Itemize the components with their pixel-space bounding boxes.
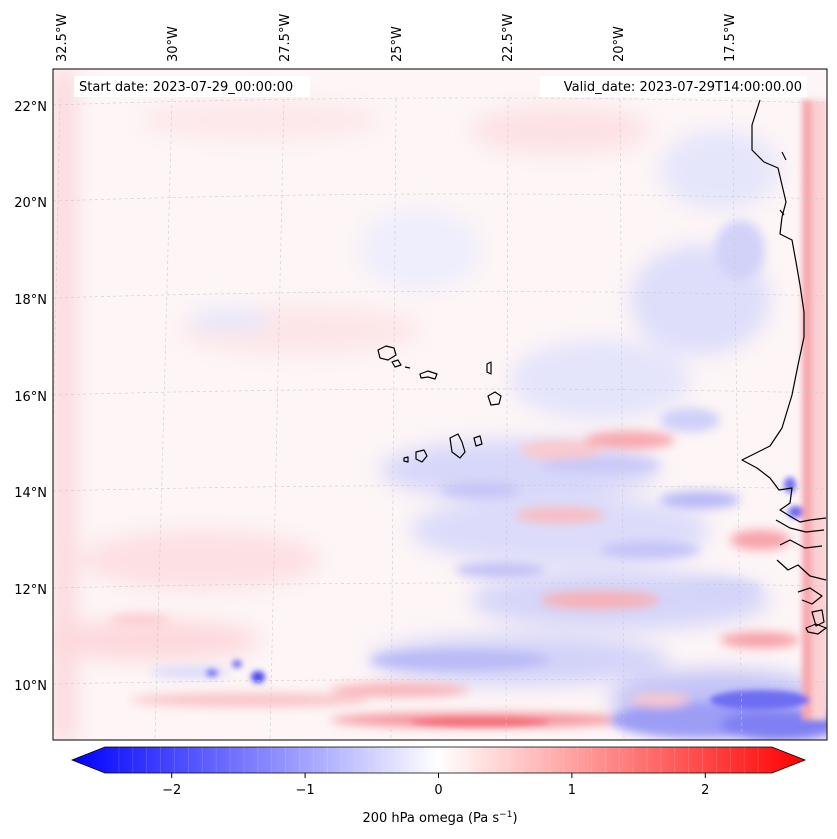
island-sao-nicolau: [419, 370, 438, 380]
latitude-labels: 22°N 20°N 18°N 16°N 14°N 12°N 10°N: [14, 100, 47, 694]
colorbar-ticks: −2 −1 0 1 2: [162, 773, 709, 798]
lat-label: 14°N: [14, 486, 47, 501]
lat-label: 22°N: [14, 100, 47, 115]
lon-label: 27.5°W: [278, 14, 293, 62]
island-santo-antao: [377, 345, 397, 361]
lon-label: 22.5°W: [501, 14, 516, 62]
colorbar-tick-label: −2: [162, 783, 181, 798]
coastlines: [377, 99, 827, 635]
colorbar-title-exponent: −1: [499, 810, 512, 820]
lat-label: 10°N: [14, 679, 47, 694]
colorbar-body: [70, 746, 807, 774]
lat-label: 12°N: [14, 583, 47, 598]
africa-coastline: [741, 99, 827, 523]
island-santiago: [449, 433, 466, 459]
island-brava: [403, 456, 409, 463]
island-maio: [473, 435, 483, 447]
map-frame: [52, 68, 828, 741]
start-date-label: Start date: 2023-07-29_00:00:00: [79, 80, 293, 95]
colorbar-tick-label: 0: [434, 783, 442, 798]
lon-label: 30°W: [166, 26, 181, 62]
colorbar-tick-label: 2: [701, 783, 709, 798]
colorbar-bands: [118, 747, 759, 773]
island-sal: [486, 361, 492, 375]
colorbar-tick-label: −1: [296, 783, 315, 798]
colorbar: −2 −1 0 1 2 200 hPa omega (Pa s−1): [70, 746, 807, 826]
lon-label: 32.5°W: [55, 14, 70, 62]
colorbar-title-main: 200 hPa omega (Pa s: [362, 811, 499, 826]
lat-label: 18°N: [14, 293, 47, 308]
longitude-labels: 32.5°W 30°W 27.5°W 25°W 22.5°W 20°W 17.5…: [55, 14, 738, 62]
lon-label: 17.5°W: [723, 14, 738, 62]
start-date-box: [74, 76, 310, 97]
colorbar-title-close: ): [512, 811, 517, 826]
colorbar-tick-label: 1: [568, 783, 576, 798]
lat-label: 20°N: [14, 196, 47, 211]
omega-field: Start date: 2023-07-29_00:00:00 Valid_da…: [53, 69, 827, 740]
valid-date-label: Valid_date: 2023-07-29T14:00:00.00: [564, 80, 802, 95]
valid-date-box: [540, 76, 807, 97]
colorbar-title: 200 hPa omega (Pa s−1): [362, 810, 517, 826]
lat-label: 16°N: [14, 390, 47, 405]
lon-label: 25°W: [390, 26, 405, 62]
lon-label: 20°W: [612, 26, 627, 62]
island-boa-vista: [487, 391, 502, 406]
sharp-features: [206, 100, 827, 726]
island-fogo: [415, 449, 428, 463]
fine-patches: [110, 220, 827, 740]
island-sao-vicente: [391, 359, 402, 368]
